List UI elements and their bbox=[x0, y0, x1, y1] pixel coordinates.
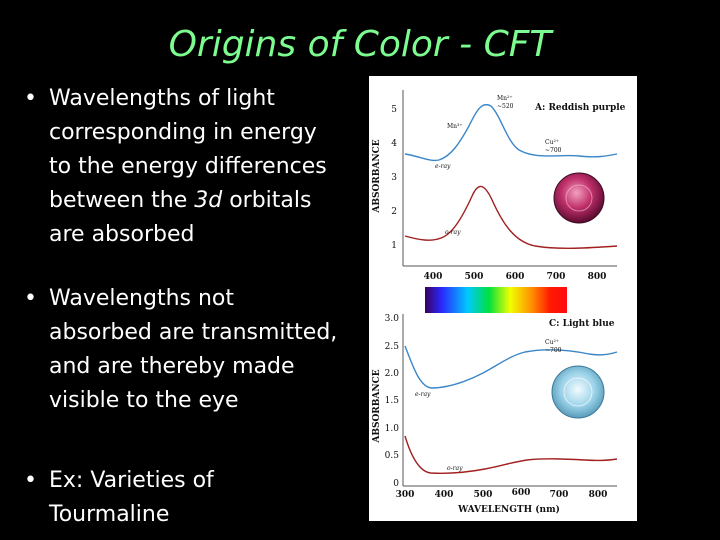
bullet-dot: • bbox=[24, 86, 37, 111]
panel-a-ytick: 1 bbox=[391, 241, 397, 251]
panel-a-ytick: 2 bbox=[391, 207, 397, 217]
panel-c-xtick: 800 bbox=[589, 490, 608, 500]
panel-c-xtick: 300 bbox=[396, 490, 415, 500]
bullet-run: Wavelengths not bbox=[49, 286, 234, 311]
visible-spectrum-bar bbox=[425, 287, 567, 313]
bullet-line: between the 3d orbitals bbox=[49, 184, 367, 218]
panel-c-ytick: 0.5 bbox=[385, 451, 400, 461]
bullet-dot: • bbox=[24, 468, 37, 493]
bullet-line: Ex: Varieties of bbox=[49, 464, 367, 498]
panel-a-ytick: 4 bbox=[391, 139, 397, 149]
bullet-dot: • bbox=[24, 286, 37, 311]
panel-c-red-curve bbox=[404, 435, 618, 474]
panel-c: ABSORBANCE 3.0 2.5 2.0 1.5 1.0 0.5 0 300… bbox=[372, 314, 618, 515]
panel-a-ylabel: ABSORBANCE bbox=[372, 139, 382, 213]
spectra-svg: ABSORBANCE 5 4 3 2 1 400 500 600 700 800… bbox=[372, 90, 626, 515]
panel-c-xlabel: WAVELENGTH (nm) bbox=[457, 504, 560, 515]
eray-label-a: e-ray bbox=[435, 163, 451, 170]
oray-label-c: o-ray bbox=[447, 465, 463, 472]
panel-a-xtick: 400 bbox=[424, 272, 443, 282]
panel-a-xtick: 800 bbox=[588, 272, 607, 282]
bullet-text: Ex: Varieties of Tourmaline bbox=[49, 464, 367, 532]
panel-c-xtick: 600 bbox=[512, 488, 531, 498]
bullet-text: Wavelengths not absorbed are transmitted,… bbox=[49, 282, 367, 418]
mn2-value: ~520 bbox=[497, 103, 514, 110]
light-blue-gem bbox=[551, 365, 605, 419]
panel-c-ytick: 0 bbox=[393, 479, 399, 489]
panel-c-ytick: 2.5 bbox=[385, 342, 400, 352]
panel-c-ytick: 3.0 bbox=[385, 314, 400, 324]
bullet-run: Tourmaline bbox=[49, 502, 170, 527]
cu2-value-c: ~700 bbox=[545, 347, 562, 354]
bullet-run: orbitals bbox=[222, 188, 312, 213]
oray-label-a: o-ray bbox=[445, 229, 461, 236]
bullet-run: absorbed are transmitted, bbox=[49, 320, 338, 345]
absorption-spectra-figure: ABSORBANCE 5 4 3 2 1 400 500 600 700 800… bbox=[369, 76, 637, 521]
panel-c-ytick: 1.0 bbox=[385, 424, 400, 434]
panel-a-ytick: 5 bbox=[391, 105, 397, 115]
panel-a: ABSORBANCE 5 4 3 2 1 400 500 600 700 800… bbox=[372, 90, 626, 282]
panel-c-blue-curve bbox=[404, 345, 618, 389]
panel-a-xtick: 500 bbox=[465, 272, 484, 282]
bullet-line: Tourmaline bbox=[49, 498, 367, 532]
bullet-line: and are thereby made bbox=[49, 350, 367, 384]
bullet-line: are absorbed bbox=[49, 218, 367, 252]
cu2-value-a: ~700 bbox=[545, 147, 562, 154]
bullet-line: corresponding in energy bbox=[49, 116, 367, 150]
bullet-line: to the energy differences bbox=[49, 150, 367, 184]
bullet-run: corresponding in energy bbox=[49, 120, 317, 145]
panel-a-xtick: 700 bbox=[547, 272, 566, 282]
bullet-run: between the bbox=[49, 188, 195, 213]
panel-c-xtick: 700 bbox=[550, 490, 569, 500]
panel-c-label: C: Light blue bbox=[549, 319, 615, 329]
eray-label-c: e-ray bbox=[415, 391, 431, 398]
panel-a-xtick: 600 bbox=[506, 272, 525, 282]
bullet-line: Wavelengths of light bbox=[49, 82, 367, 116]
panel-a-ytick: 3 bbox=[391, 173, 397, 183]
bullet-run: are absorbed bbox=[49, 222, 195, 247]
mn3-label: Mn³⁺ bbox=[447, 123, 463, 130]
reddish-purple-gem bbox=[553, 172, 605, 224]
bullet-line: Wavelengths not bbox=[49, 282, 367, 316]
panel-a-blue-curve bbox=[404, 103, 618, 162]
panel-c-xtick: 400 bbox=[435, 490, 454, 500]
bullet-italic-text: 3d bbox=[194, 188, 223, 213]
bullet-run: Ex: Varieties of bbox=[49, 468, 214, 493]
bullet-run: to the energy differences bbox=[49, 154, 327, 179]
mn2-label: Mn²⁺ bbox=[497, 95, 513, 102]
panel-c-ytick: 2.0 bbox=[385, 369, 400, 379]
bullet-run: and are thereby made bbox=[49, 354, 295, 379]
panel-a-red-curve bbox=[404, 185, 618, 250]
panel-c-ytick: 1.5 bbox=[385, 396, 400, 406]
panel-a-label: A: Reddish purple bbox=[534, 103, 626, 113]
bullet-line: absorbed are transmitted, bbox=[49, 316, 367, 350]
panel-c-ylabel: ABSORBANCE bbox=[372, 369, 382, 443]
bullet-line: visible to the eye bbox=[49, 384, 367, 418]
slide-title: Origins of Color - CFT bbox=[168, 24, 552, 65]
cu2-label-a: Cu²⁺ bbox=[545, 139, 559, 146]
bullet-run: Wavelengths of light bbox=[49, 86, 275, 111]
panel-c-xtick: 500 bbox=[474, 490, 493, 500]
bullet-run: visible to the eye bbox=[49, 388, 239, 413]
bullet-text: Wavelengths of light corresponding in ene… bbox=[49, 82, 367, 252]
cu2-label-c: Cu²⁺ bbox=[545, 339, 559, 346]
